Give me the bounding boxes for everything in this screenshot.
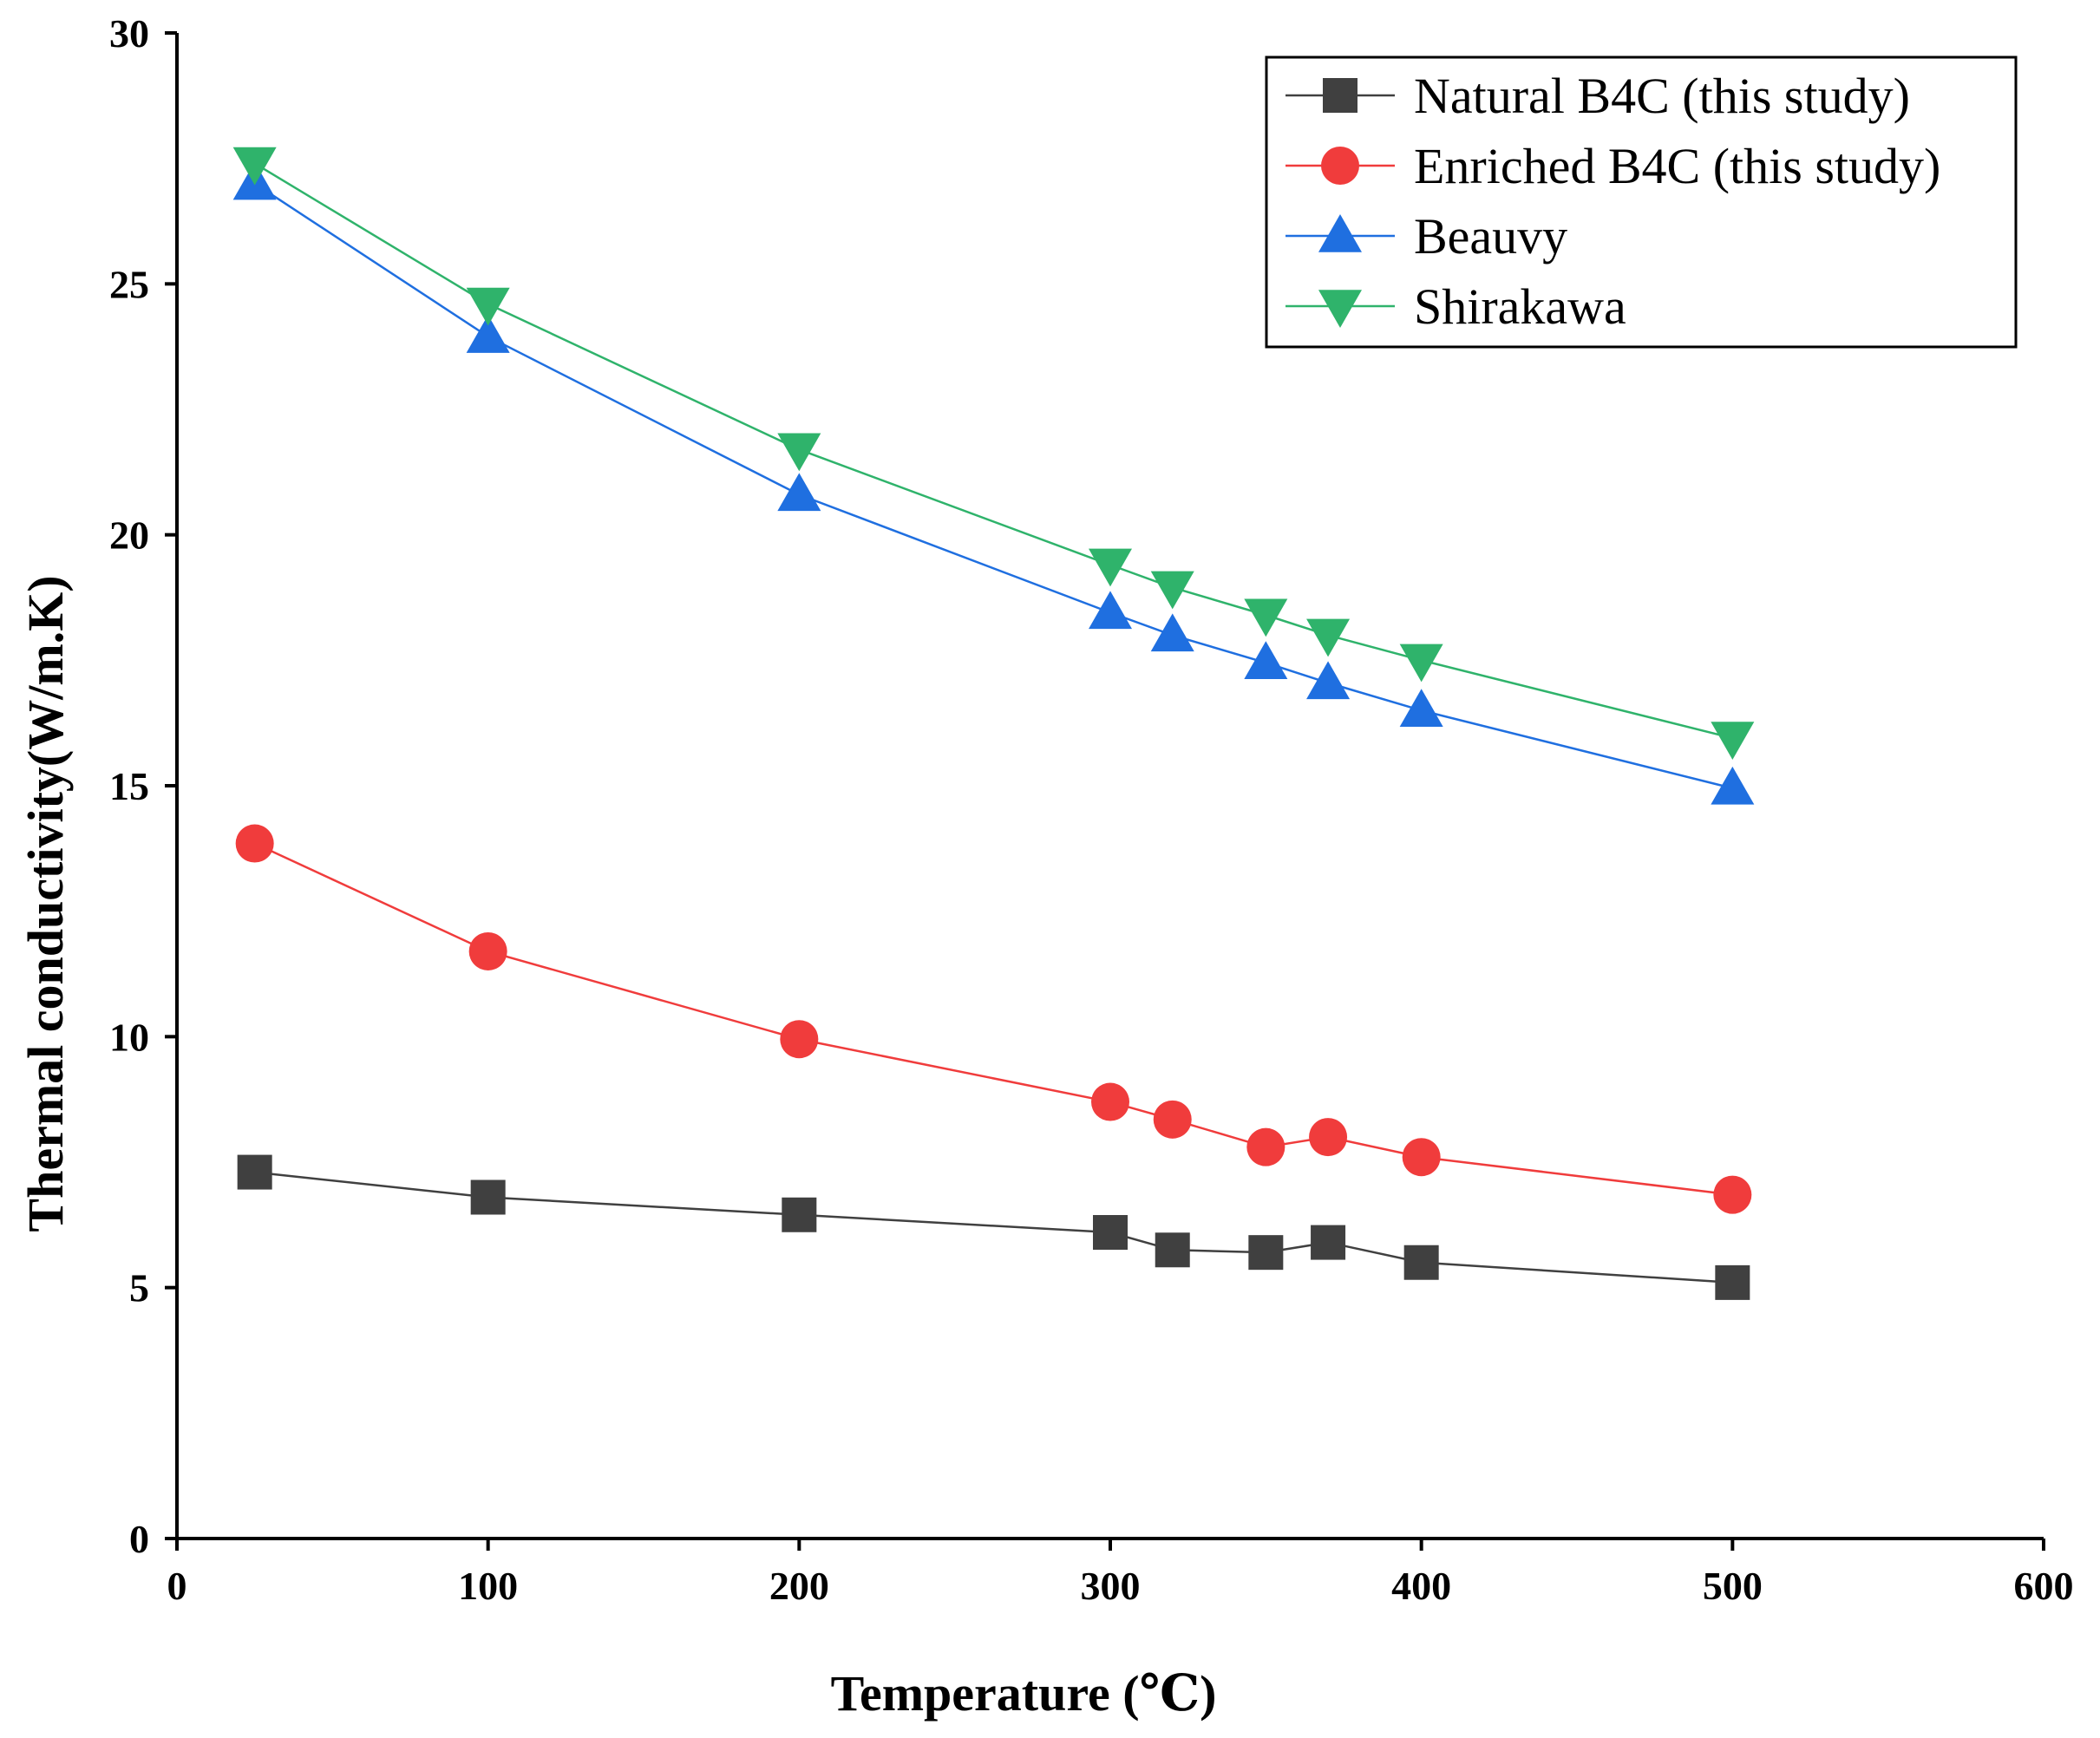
data-point — [237, 1154, 272, 1190]
data-point — [1091, 1082, 1129, 1121]
data-point — [777, 433, 821, 472]
legend-item: Enriched B4C (this study) — [1286, 138, 1940, 194]
x-tick-label: 500 — [1703, 1564, 1763, 1608]
y-tick-label: 25 — [109, 262, 149, 306]
x-tick-label: 400 — [1391, 1564, 1451, 1608]
data-point — [1715, 1264, 1750, 1300]
data-point — [1089, 548, 1132, 587]
legend-marker — [1318, 214, 1362, 252]
axes: 0 100 200 300 400 500 600 0 5 10 15 20 25 30 — [109, 11, 2074, 1608]
data-point — [782, 1197, 817, 1232]
data-point — [1244, 598, 1288, 637]
x-tick-label: 200 — [769, 1564, 829, 1608]
data-point — [1306, 661, 1351, 700]
legend-box — [1265, 56, 2018, 349]
y-axis-title: Thermal conductivity(W/m.K) — [17, 575, 74, 1232]
x-tick-label: 600 — [2014, 1564, 2074, 1608]
data-point — [1311, 1225, 1346, 1260]
data-point — [470, 1179, 506, 1215]
data-point — [466, 287, 510, 326]
data-point — [1244, 641, 1288, 679]
legend-marker — [1323, 78, 1357, 113]
data-point — [1309, 1118, 1348, 1157]
data-point — [1711, 766, 1755, 805]
data-point — [1399, 644, 1443, 683]
data-point — [1403, 1245, 1439, 1280]
series-layer — [232, 147, 1755, 1300]
legend-item: Beauvy — [1286, 208, 1567, 265]
data-point — [1248, 1235, 1284, 1271]
x-axis-title: Temperature (℃) — [831, 1665, 1217, 1722]
x-tick-label: 100 — [458, 1564, 518, 1608]
data-point — [232, 147, 277, 186]
series-line — [254, 842, 1733, 1196]
legend-item: Natural B4C (this study) — [1286, 68, 1910, 124]
y-tick-label: 5 — [129, 1266, 149, 1310]
data-point — [1153, 1100, 1192, 1139]
data-point — [1711, 722, 1755, 761]
data-point — [1246, 1127, 1286, 1166]
data-point — [1306, 618, 1351, 657]
data-point — [780, 1020, 819, 1059]
data-point — [1093, 1215, 1128, 1251]
x-tick-label: 300 — [1081, 1564, 1141, 1608]
legend: Natural B4C (this study) Enriched B4C (th… — [1265, 56, 2018, 349]
series-4 — [232, 147, 1755, 761]
legend-label: Beauvy — [1414, 208, 1567, 265]
y-tick-label: 0 — [129, 1517, 149, 1561]
legend-item: Shirakawa — [1286, 278, 1626, 335]
data-point — [466, 315, 510, 353]
legend-marker — [1321, 147, 1359, 185]
data-point — [777, 473, 821, 512]
data-point — [1402, 1138, 1441, 1177]
y-tick-label: 30 — [109, 11, 149, 56]
y-tick-label: 15 — [109, 764, 149, 808]
data-point — [235, 824, 274, 863]
legend-label: Enriched B4C (this study) — [1414, 138, 1940, 194]
data-point — [1399, 689, 1443, 727]
series-2 — [235, 824, 1752, 1214]
data-point — [1150, 571, 1194, 610]
y-tick-label: 20 — [109, 513, 149, 558]
legend-marker — [1318, 290, 1362, 328]
data-point — [1155, 1232, 1190, 1268]
series-1 — [237, 1154, 1750, 1300]
data-point — [1089, 591, 1132, 630]
legend-label: Natural B4C (this study) — [1414, 68, 1910, 124]
data-point — [468, 931, 507, 970]
data-point — [1713, 1175, 1752, 1214]
data-point — [1150, 613, 1194, 652]
legend-label: Shirakawa — [1414, 278, 1626, 335]
y-tick-label: 10 — [109, 1015, 149, 1059]
x-tick-label: 0 — [167, 1564, 187, 1608]
